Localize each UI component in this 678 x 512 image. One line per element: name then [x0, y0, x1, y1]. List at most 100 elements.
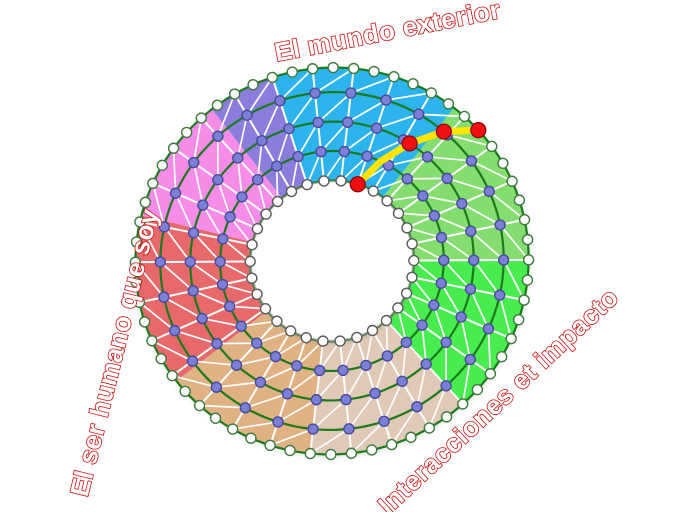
node-r1-s21[interactable]	[235, 320, 247, 332]
node-r4-s1[interactable]	[286, 66, 298, 78]
node-r1-s3[interactable]	[361, 150, 373, 162]
node-r1-s5[interactable]	[401, 173, 413, 185]
node-r4-s20[interactable]	[518, 294, 530, 306]
node-r4-s13[interactable]	[497, 157, 509, 169]
node-r0-s2[interactable]	[335, 175, 347, 187]
node-r1-s17[interactable]	[313, 364, 326, 377]
node-r4-s25[interactable]	[471, 383, 484, 396]
node-r2-s16[interactable]	[340, 393, 352, 406]
node-r0-s11[interactable]	[400, 287, 413, 300]
node-r4-s3[interactable]	[327, 61, 339, 74]
node-r3-s18[interactable]	[272, 416, 284, 428]
node-r0-s5[interactable]	[381, 195, 393, 207]
node-r0-s26[interactable]	[251, 222, 264, 235]
node-r1-s24[interactable]	[214, 255, 226, 268]
node-r2-s1[interactable]	[312, 116, 324, 129]
node-r1-s1[interactable]	[315, 145, 327, 158]
node-r4-s35[interactable]	[284, 444, 296, 457]
node-r4-s9[interactable]	[442, 98, 455, 110]
node-r0-s14[interactable]	[366, 324, 379, 337]
sector-green-bright[interactable]	[386, 259, 529, 404]
node-r1-s26[interactable]	[224, 211, 236, 223]
node-r4-s36[interactable]	[264, 439, 276, 452]
node-r2-s18[interactable]	[281, 388, 294, 400]
node-r3-s8[interactable]	[494, 219, 506, 231]
node-r4-s29[interactable]	[405, 431, 417, 443]
node-r4-s33[interactable]	[325, 448, 337, 461]
node-r2-s0[interactable]	[283, 122, 295, 135]
node-r0-s23[interactable]	[246, 272, 258, 284]
node-r4-s21[interactable]	[512, 313, 525, 326]
node-r4-s46[interactable]	[133, 296, 146, 309]
node-r2-s14[interactable]	[396, 375, 408, 388]
node-r0-s25[interactable]	[246, 239, 258, 251]
node-r4-s23[interactable]	[496, 351, 508, 363]
node-r4-s4[interactable]	[348, 62, 360, 75]
node-r4-s54[interactable]	[167, 142, 180, 154]
node-r1-s8[interactable]	[435, 231, 448, 244]
node-r4-s53[interactable]	[156, 159, 169, 171]
node-r2-s21[interactable]	[211, 337, 223, 350]
node-r2-s17[interactable]	[310, 394, 323, 406]
node-r4-s34[interactable]	[304, 447, 316, 460]
node-r2-s22[interactable]	[196, 312, 208, 325]
node-r4-s28[interactable]	[423, 422, 436, 434]
node-r0-s6[interactable]	[392, 207, 405, 219]
node-r3-s13[interactable]	[440, 380, 452, 392]
node-r1-s29[interactable]	[270, 160, 283, 172]
node-r1-s25[interactable]	[217, 233, 229, 245]
node-r1-s12[interactable]	[416, 319, 428, 331]
node-r3-s15[interactable]	[378, 415, 390, 428]
graph-nodes[interactable]	[129, 61, 535, 461]
highlight-node-0[interactable]	[349, 176, 366, 193]
node-r3-s7[interactable]	[483, 185, 495, 198]
node-r4-s38[interactable]	[226, 423, 239, 435]
node-r0-s19[interactable]	[284, 325, 297, 337]
node-r3-s27[interactable]	[188, 156, 200, 169]
node-r2-s29[interactable]	[256, 134, 268, 147]
node-r3-s1[interactable]	[309, 87, 321, 99]
node-r3-s3[interactable]	[380, 94, 392, 106]
node-r3-s16[interactable]	[343, 423, 355, 435]
node-r4-s0[interactable]	[266, 71, 279, 84]
node-r1-s18[interactable]	[291, 360, 303, 372]
node-r0-s28[interactable]	[271, 195, 284, 208]
node-r1-s16[interactable]	[337, 364, 349, 376]
node-r2-s2[interactable]	[341, 116, 354, 128]
node-r3-s12[interactable]	[464, 353, 476, 366]
node-r4-s5[interactable]	[368, 65, 380, 78]
node-r4-s44[interactable]	[146, 335, 158, 347]
node-r2-s12[interactable]	[440, 336, 452, 348]
node-r3-s25[interactable]	[158, 221, 170, 233]
node-r0-s27[interactable]	[260, 208, 272, 220]
node-r1-s6[interactable]	[417, 190, 429, 202]
node-r4-s26[interactable]	[457, 398, 469, 410]
sector-red-sector[interactable]	[135, 215, 268, 381]
node-r0-s16[interactable]	[334, 335, 346, 347]
node-r3-s4[interactable]	[413, 108, 425, 120]
node-r2-s28[interactable]	[232, 152, 244, 164]
node-r3-s9[interactable]	[497, 254, 510, 266]
node-r4-s58[interactable]	[228, 88, 241, 100]
node-r4-s7[interactable]	[407, 78, 419, 90]
highlight-path-group[interactable]	[349, 122, 487, 193]
node-r0-s24[interactable]	[244, 255, 256, 268]
node-r3-s29[interactable]	[241, 109, 253, 121]
node-r4-s37[interactable]	[245, 432, 257, 444]
node-r1-s0[interactable]	[292, 150, 304, 163]
highlight-node-2[interactable]	[435, 123, 452, 140]
node-r2-s19[interactable]	[254, 376, 267, 388]
node-r0-s29[interactable]	[285, 185, 298, 198]
node-r2-s24[interactable]	[184, 256, 196, 268]
node-r4-s31[interactable]	[366, 444, 378, 456]
node-r3-s14[interactable]	[411, 401, 423, 413]
node-r0-s17[interactable]	[317, 335, 329, 347]
node-r2-s27[interactable]	[212, 174, 224, 186]
node-r4-s59[interactable]	[247, 79, 259, 91]
node-r0-s12[interactable]	[392, 302, 404, 314]
node-r4-s24[interactable]	[484, 368, 497, 380]
node-r3-s2[interactable]	[345, 87, 357, 99]
node-r4-s40[interactable]	[193, 399, 206, 412]
node-r3-s22[interactable]	[169, 324, 181, 337]
highlight-node-3[interactable]	[470, 122, 487, 139]
